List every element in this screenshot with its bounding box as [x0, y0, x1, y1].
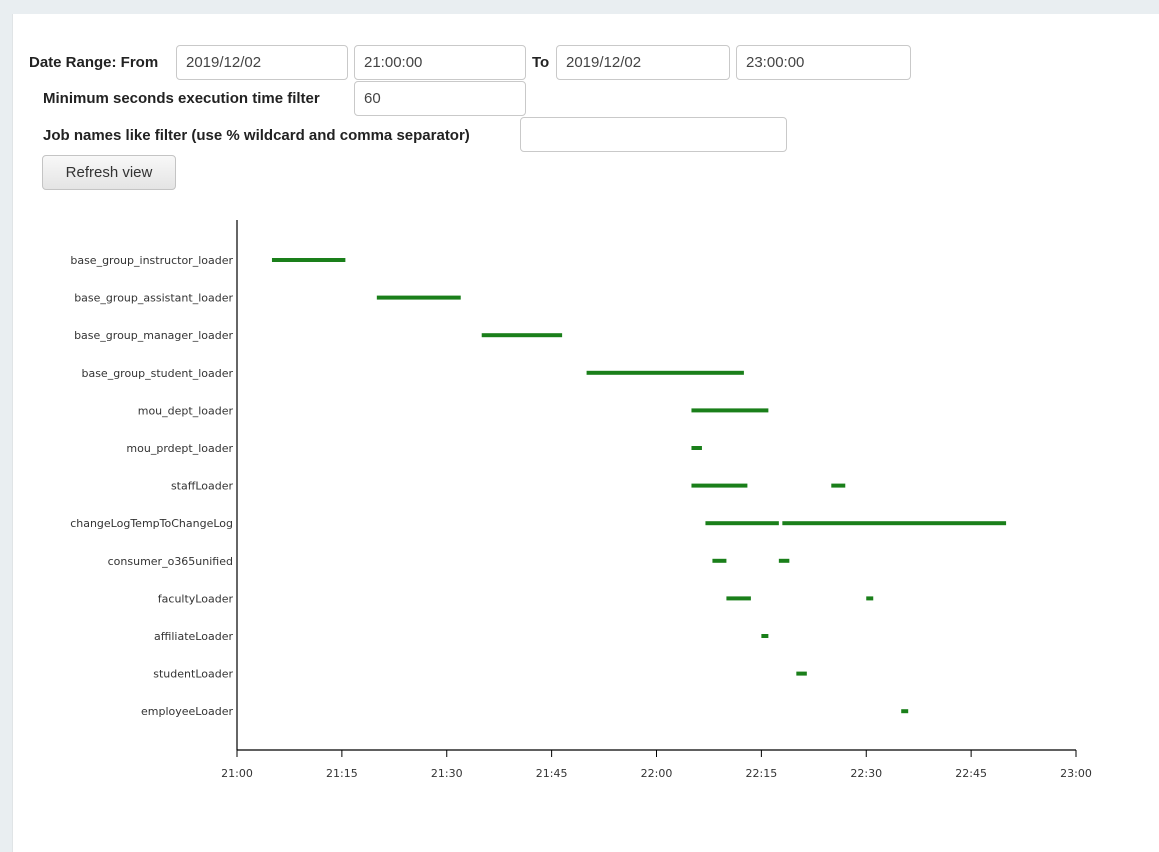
x-tick-label: 21:15 [326, 767, 358, 780]
job-run-bar [271, 258, 346, 262]
job-run-bar [866, 596, 874, 601]
x-tick-label: 22:15 [746, 767, 778, 780]
to-time-input[interactable] [736, 45, 911, 80]
job-run-bar [481, 333, 563, 338]
gantt-chart: 21:00 21:15 21:30 21:45 22:00 22:15 22:30 22:45… [70, 220, 1092, 780]
min-seconds-label: Minimum seconds execution time filter [43, 90, 320, 107]
job-run-bar [782, 521, 1007, 526]
job-name-label: staffLoader [171, 480, 234, 493]
job-name-label: affiliateLoader [154, 630, 233, 643]
job-run-bar [726, 596, 751, 601]
x-tick-label: 21:00 [221, 767, 253, 780]
job-run-bar [712, 558, 727, 563]
x-tick-label: 21:45 [536, 767, 568, 780]
x-tick-label: 23:00 [1060, 767, 1092, 780]
job-name-label: mou_prdept_loader [126, 442, 233, 455]
job-run-bar [778, 558, 790, 563]
job-run-bar [376, 295, 461, 300]
job-run-bar [691, 446, 702, 450]
job-run-bar [586, 370, 744, 375]
x-tick-label: 22:45 [955, 767, 987, 780]
job-name-label: base_group_student_loader [81, 367, 233, 380]
main-panel: Date Range: From To Minimum seconds exec… [12, 14, 1159, 852]
job-name-label: base_group_instructor_loader [70, 254, 233, 267]
job-run-bar [705, 521, 779, 526]
job-name-label: studentLoader [153, 668, 233, 681]
to-label: To [532, 54, 550, 71]
job-run-bar [831, 483, 846, 488]
job-name-label: changeLogTempToChangeLog [70, 517, 233, 530]
to-date-input[interactable] [556, 45, 730, 80]
date-range-label: Date Range: From [29, 54, 159, 71]
job-run-bar [796, 671, 807, 676]
job-names-label: Job names like filter (use % wildcard an… [43, 127, 470, 144]
x-tick-label: 21:30 [431, 767, 463, 780]
min-seconds-input[interactable] [354, 81, 526, 116]
job-run-bar [691, 483, 748, 488]
job-run-bar [761, 634, 769, 638]
job-name-label: facultyLoader [158, 592, 234, 605]
from-date-input[interactable] [176, 45, 348, 80]
job-name-label: base_group_manager_loader [74, 329, 233, 342]
job-name-label: base_group_assistant_loader [74, 292, 233, 305]
x-tick-label: 22:00 [641, 767, 673, 780]
job-name-label: mou_dept_loader [138, 404, 234, 417]
job-names-input[interactable] [520, 117, 787, 152]
from-time-input[interactable] [354, 45, 526, 80]
job-run-bar [901, 709, 909, 714]
x-tick-label: 22:30 [850, 767, 882, 780]
refresh-view-button[interactable]: Refresh view [42, 155, 176, 190]
job-name-label: employeeLoader [141, 705, 233, 718]
job-run-bar [691, 408, 769, 413]
job-name-label: consumer_o365unified [108, 555, 233, 568]
